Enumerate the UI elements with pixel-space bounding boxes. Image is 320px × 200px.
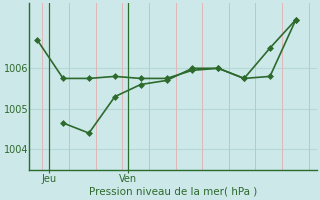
X-axis label: Pression niveau de la mer( hPa ): Pression niveau de la mer( hPa ) <box>89 187 257 197</box>
